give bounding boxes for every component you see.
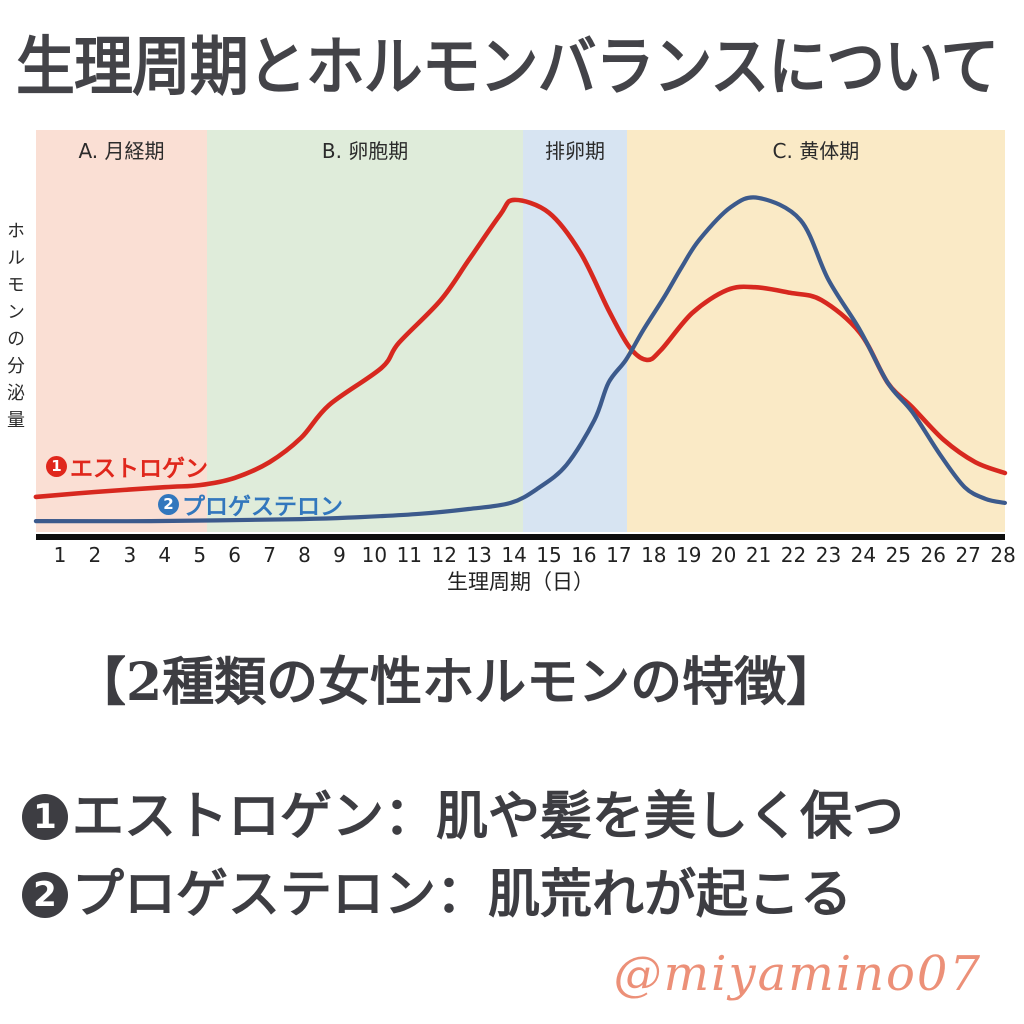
x-tick-10: 10	[361, 543, 388, 567]
hormone-cycle-chart: ホルモンの分泌量 A. 月経期 B. 卵胞期 排卵期 C. 黄体期 1 エストロゲン …	[4, 130, 1016, 594]
phase-label: 排卵期	[545, 139, 606, 163]
feature-text: エストロゲン：肌や髪を美しく保つ	[72, 786, 905, 847]
x-tick-5: 5	[193, 543, 207, 567]
x-tick-16: 16	[571, 543, 597, 567]
page-title: 生理周期とホルモンバランスについて	[16, 30, 999, 105]
feature-line-1: 1 エストロゲン：肌や髪を美しく保つ	[22, 788, 904, 846]
feature-text: プロゲステロン：肌荒れが起こる	[72, 864, 853, 925]
x-tick-14: 14	[501, 543, 527, 567]
x-axis-line	[36, 534, 1005, 540]
x-tick-15: 15	[536, 543, 562, 567]
estrogen-marker-icon: 1	[46, 455, 67, 477]
x-tick-3: 3	[123, 543, 137, 567]
x-tick-21: 21	[745, 543, 772, 567]
x-axis-label: 生理周期（日）	[447, 570, 594, 594]
watermark-handle: @miyamino07	[613, 946, 982, 1002]
x-tick-25: 25	[885, 543, 912, 567]
phase-region-4: C. 黄体期	[626, 130, 1005, 532]
x-tick-26: 26	[920, 543, 946, 567]
x-tick-6: 6	[228, 543, 241, 567]
x-tick-13: 13	[466, 543, 492, 567]
x-tick-17: 17	[606, 543, 632, 567]
phase-label: B. 卵胞期	[321, 139, 409, 163]
phase-label: A. 月経期	[78, 139, 165, 163]
x-tick-1: 1	[53, 543, 67, 567]
y-axis-label: ホルモンの分泌量	[4, 221, 25, 437]
x-tick-27: 27	[955, 543, 981, 567]
x-tick-28: 28	[990, 543, 1016, 567]
x-tick-7: 7	[263, 543, 276, 567]
x-tick-24: 24	[850, 543, 877, 567]
x-tick-23: 23	[815, 543, 842, 567]
feature-marker-icon: 2	[22, 872, 68, 918]
x-tick-11: 11	[396, 543, 423, 567]
x-tick-19: 19	[676, 543, 702, 567]
feature-list: 1 エストロゲン：肌や髪を美しく保つ 2 プロゲステロン：肌荒れが起こる	[22, 788, 904, 944]
section-heading: 【2種類の女性ホルモンの特徴】	[74, 652, 839, 713]
progesterone-label: プロゲステロン	[182, 494, 343, 520]
legend-progesterone: 2 プロゲステロン	[158, 487, 343, 521]
phase-label: C. 黄体期	[772, 139, 860, 163]
feature-line-2: 2 プロゲステロン：肌荒れが起こる	[22, 866, 904, 924]
x-tick-12: 12	[431, 543, 457, 567]
phase-region-3: 排卵期	[523, 130, 627, 532]
x-tick-20: 20	[710, 543, 737, 567]
legend-estrogen: 1 エストロゲン	[46, 449, 208, 483]
feature-marker-icon: 1	[22, 794, 68, 840]
x-tick-22: 22	[780, 543, 807, 567]
x-tick-2: 2	[88, 543, 102, 567]
x-tick-4: 4	[158, 543, 172, 567]
phase-region-2: B. 卵胞期	[207, 130, 524, 532]
x-tick-9: 9	[333, 543, 346, 567]
estrogen-label: エストロゲン	[70, 456, 208, 482]
progesterone-marker-icon: 2	[158, 493, 179, 515]
x-tick-8: 8	[298, 543, 311, 567]
x-tick-18: 18	[641, 543, 667, 567]
